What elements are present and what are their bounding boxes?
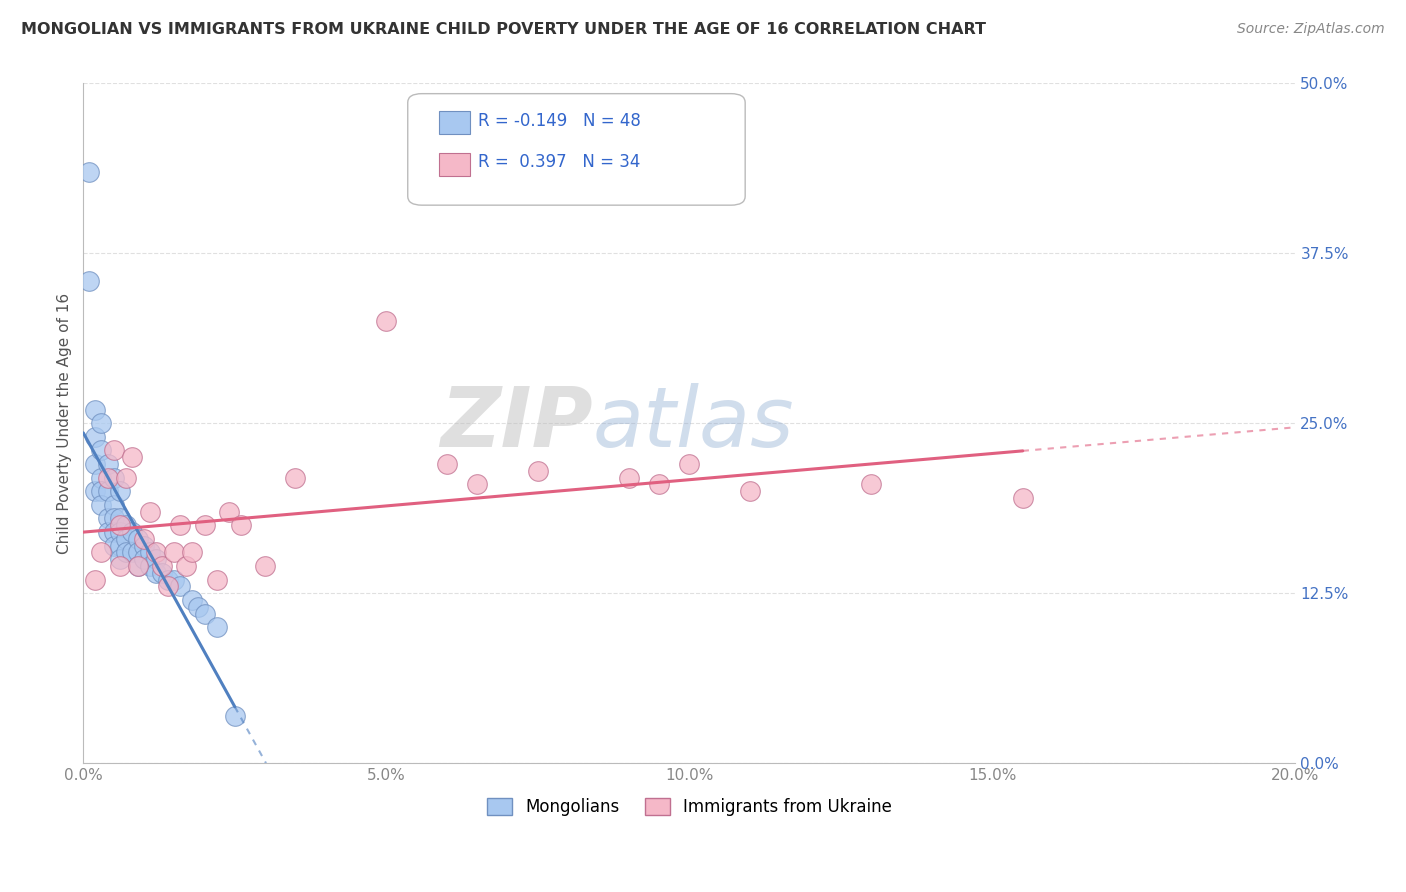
Point (96, 511, 118, 525)
Point (90, 545, 112, 559)
Point (139, 559, 162, 574)
Point (127, 559, 149, 574)
Point (103, 443, 125, 458)
Point (465, 477, 488, 491)
Point (114, 545, 136, 559)
Point (139, 505, 162, 519)
Point (284, 470, 307, 484)
Point (205, 573, 228, 587)
Point (169, 579, 191, 593)
Point (121, 545, 143, 559)
Point (150, 559, 173, 574)
Point (108, 518, 131, 533)
Point (139, 545, 162, 559)
Point (163, 573, 186, 587)
Point (90, 498, 112, 512)
Point (860, 477, 883, 491)
Point (229, 518, 252, 533)
Point (114, 470, 136, 484)
Point (103, 498, 125, 512)
Point (127, 559, 149, 574)
Point (181, 593, 204, 607)
Point (163, 545, 186, 559)
Point (132, 552, 155, 566)
Point (90, 417, 112, 431)
Text: atlas: atlas (592, 383, 794, 464)
Point (96, 457, 118, 471)
Text: R = -0.149   N = 48: R = -0.149 N = 48 (478, 112, 641, 129)
Point (527, 464, 550, 478)
Text: MONGOLIAN VS IMMIGRANTS FROM UKRAINE CHILD POVERTY UNDER THE AGE OF 16 CORRELATI: MONGOLIAN VS IMMIGRANTS FROM UKRAINE CHI… (21, 22, 986, 37)
Point (169, 518, 191, 533)
Point (648, 477, 671, 491)
Point (181, 545, 204, 559)
Point (224, 708, 246, 723)
Point (108, 484, 131, 499)
Point (103, 524, 125, 539)
Point (678, 457, 700, 471)
Point (127, 532, 149, 546)
Point (108, 559, 131, 574)
Point (121, 450, 143, 465)
Point (145, 552, 167, 566)
Point (84, 484, 107, 499)
Point (1011, 491, 1033, 505)
Point (375, 314, 398, 328)
Y-axis label: Child Poverty Under the Age of 16: Child Poverty Under the Age of 16 (58, 293, 72, 554)
Point (176, 559, 198, 574)
Point (103, 511, 125, 525)
Point (127, 545, 149, 559)
Point (90, 443, 112, 458)
Point (193, 518, 215, 533)
Point (114, 532, 136, 546)
Point (114, 518, 136, 533)
Point (79, 274, 101, 288)
Point (90, 470, 112, 484)
Point (103, 539, 125, 553)
Point (84, 402, 107, 417)
Point (193, 607, 215, 621)
Point (108, 539, 131, 553)
Point (84, 573, 107, 587)
Point (436, 457, 458, 471)
Point (96, 524, 118, 539)
Point (254, 559, 277, 574)
Point (145, 545, 167, 559)
Point (84, 430, 107, 444)
Point (187, 599, 209, 614)
Point (84, 457, 107, 471)
Point (738, 484, 761, 499)
Point (103, 470, 125, 484)
Point (108, 511, 131, 525)
Point (132, 532, 155, 546)
Point (79, 165, 101, 179)
Text: Source: ZipAtlas.com: Source: ZipAtlas.com (1237, 22, 1385, 37)
Point (90, 484, 112, 499)
Point (157, 573, 180, 587)
Text: ZIP: ZIP (440, 383, 592, 464)
Point (132, 539, 155, 553)
Point (121, 524, 143, 539)
Point (205, 620, 228, 634)
Point (617, 470, 640, 484)
Legend: Mongolians, Immigrants from Ukraine: Mongolians, Immigrants from Ukraine (481, 791, 898, 822)
Point (96, 484, 118, 499)
Point (96, 470, 118, 484)
Point (218, 505, 240, 519)
Point (150, 566, 173, 580)
Point (157, 579, 180, 593)
Text: R =  0.397   N = 34: R = 0.397 N = 34 (478, 153, 640, 170)
Point (145, 566, 167, 580)
Point (108, 552, 131, 566)
Point (108, 524, 131, 539)
